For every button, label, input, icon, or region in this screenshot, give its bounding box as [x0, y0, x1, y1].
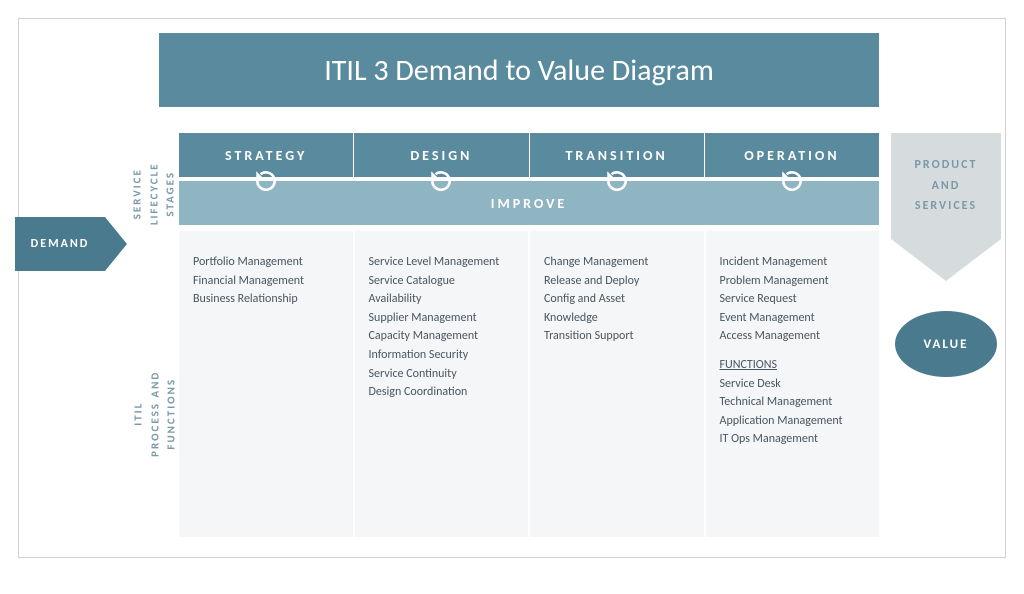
stage-design: DESIGN [354, 133, 529, 177]
lifecycle-stages-row: STRATEGY DESIGN TRANSITION OPERATION [179, 133, 879, 177]
demand-label: DEMAND [15, 217, 105, 271]
value-oval: VALUE [895, 311, 997, 377]
stage-transition: TRANSITION [530, 133, 705, 177]
functions-header: FUNCTIONS [720, 356, 866, 375]
stage-divider-line [179, 177, 879, 179]
cycle-icon [428, 168, 454, 194]
cycle-icon [604, 168, 630, 194]
lifecycle-stages-label: SERVICE LIFECYCLE STAGES [129, 129, 179, 259]
product-arrow-tip [891, 239, 1001, 281]
processes-strategy: Portfolio Management Financial Managemen… [179, 231, 355, 537]
stage-strategy: STRATEGY [179, 133, 354, 177]
demand-arrow: DEMAND [15, 217, 125, 271]
improve-row: IMPROVE [179, 179, 879, 225]
processes-transition: Change Management Release and Deploy Con… [530, 231, 706, 537]
diagram-frame: ITIL 3 Demand to Value Diagram DEMAND SE… [18, 18, 1006, 558]
cycle-icon [253, 168, 279, 194]
title-bar: ITIL 3 Demand to Value Diagram [159, 33, 879, 107]
diagram-title: ITIL 3 Demand to Value Diagram [324, 52, 714, 89]
product-services-label: PRODUCT AND SERVICES [891, 133, 1001, 239]
cycle-icon [779, 168, 805, 194]
product-services-arrow: PRODUCT AND SERVICES [891, 133, 1001, 293]
processes-operation: Incident Management Problem Management S… [706, 231, 880, 537]
processes-design: Service Level Management Service Catalog… [355, 231, 531, 537]
itil-process-label: ITIL PROCESS AND FUNCTIONS [130, 334, 180, 494]
processes-row: Portfolio Management Financial Managemen… [179, 231, 879, 537]
stage-operation: OPERATION [705, 133, 879, 177]
